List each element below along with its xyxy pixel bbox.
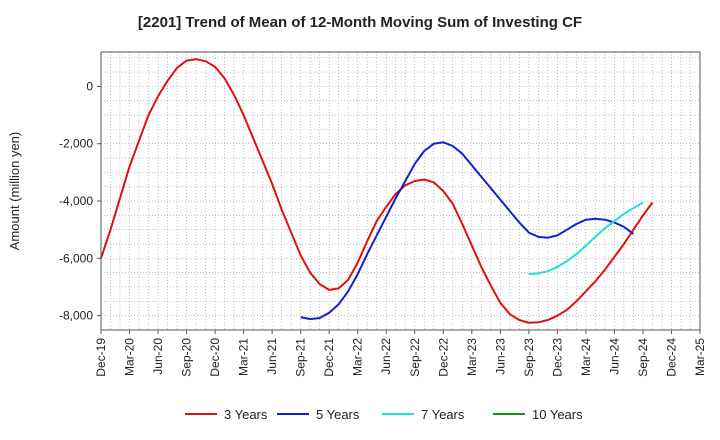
x-tick-label: Mar-20 bbox=[123, 338, 137, 376]
y-tick-label: -8,000 bbox=[59, 309, 93, 323]
x-tick-label: Jun-23 bbox=[493, 338, 507, 375]
legend-label: 10 Years bbox=[532, 407, 583, 422]
x-tick-label: Mar-22 bbox=[351, 338, 365, 376]
chart-title: [2201] Trend of Mean of 12-Month Moving … bbox=[138, 14, 582, 31]
y-tick-label: -4,000 bbox=[59, 194, 93, 208]
legend-label: 3 Years bbox=[224, 407, 268, 422]
x-tick-label: Jun-24 bbox=[607, 338, 621, 375]
x-tick-label: Mar-21 bbox=[237, 338, 251, 376]
x-tick-label: Mar-23 bbox=[465, 338, 479, 376]
plot-frame bbox=[100, 51, 701, 331]
legend: 3 Years 5 Years 7 Years 10 Years bbox=[185, 407, 583, 422]
x-tick-label: Jun-22 bbox=[379, 338, 393, 375]
y-tick-label: 0 bbox=[86, 79, 93, 93]
x-tick-label: Dec-19 bbox=[94, 338, 108, 377]
y-tick-label: -2,000 bbox=[59, 137, 93, 151]
x-tick-label: Dec-24 bbox=[664, 338, 678, 377]
x-tick-label: Sep-22 bbox=[408, 338, 422, 377]
series-line-7-years bbox=[528, 201, 644, 276]
x-tick-label: Dec-20 bbox=[208, 338, 222, 377]
x-tick-label: Jun-21 bbox=[265, 338, 279, 375]
series-line-5-years bbox=[300, 141, 635, 321]
legend-label: 5 Years bbox=[316, 407, 360, 422]
grid-lines bbox=[101, 52, 700, 330]
x-tick-label: Sep-20 bbox=[180, 338, 194, 377]
x-tick-label: Sep-23 bbox=[522, 338, 536, 377]
x-tick-label: Sep-21 bbox=[294, 338, 308, 377]
series-line-3-years bbox=[100, 58, 654, 324]
y-tick-label: -6,000 bbox=[59, 251, 93, 265]
x-tick-label: Sep-24 bbox=[636, 338, 650, 377]
x-tick-label: Jun-20 bbox=[151, 338, 165, 375]
x-tick-label: Mar-25 bbox=[693, 338, 707, 376]
y-axis-label: Amount (million yen) bbox=[7, 132, 22, 251]
legend-label: 7 Years bbox=[421, 407, 465, 422]
x-tick-label: Mar-24 bbox=[579, 338, 593, 376]
x-tick-label: Dec-22 bbox=[436, 338, 450, 377]
x-tick-label: Dec-21 bbox=[322, 338, 336, 377]
x-tick-label: Dec-23 bbox=[550, 338, 564, 377]
